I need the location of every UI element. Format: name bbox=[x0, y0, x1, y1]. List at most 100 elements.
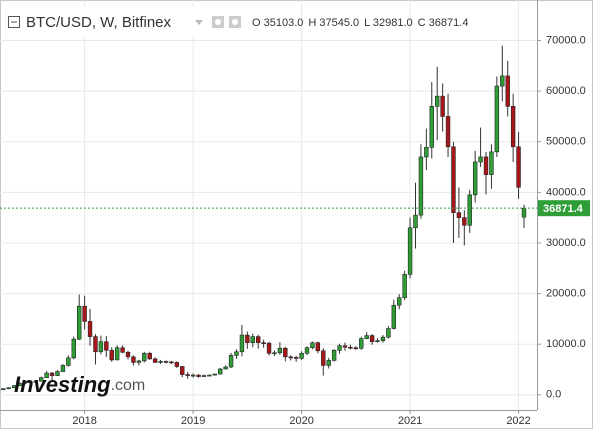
candle-body bbox=[516, 146, 521, 188]
candle-body bbox=[424, 146, 429, 158]
candle-body bbox=[348, 346, 353, 349]
candle-body bbox=[104, 341, 109, 351]
candle-body bbox=[462, 217, 467, 226]
candle-body bbox=[174, 362, 180, 367]
y-tick-label: 60000.0 bbox=[546, 85, 586, 97]
candle-body bbox=[500, 75, 505, 87]
candle-body bbox=[505, 75, 510, 107]
candles bbox=[0, 45, 537, 391]
candle-body bbox=[467, 194, 472, 226]
candle-body bbox=[353, 347, 359, 350]
candle-body bbox=[71, 338, 76, 359]
candle-body bbox=[478, 156, 483, 163]
candle-body bbox=[494, 85, 500, 153]
candle-body bbox=[380, 336, 386, 341]
candle-body bbox=[413, 214, 418, 229]
candle-body bbox=[255, 336, 261, 343]
candle-body bbox=[6, 387, 11, 390]
y-tick-label: 0.0 bbox=[546, 389, 561, 401]
x-tick-label: 2019 bbox=[181, 415, 205, 427]
candle-body bbox=[310, 342, 315, 349]
candle-body bbox=[315, 342, 321, 352]
header-bg bbox=[2, 7, 250, 37]
candle-body bbox=[440, 95, 445, 117]
candle-body bbox=[359, 338, 364, 349]
ohlc-value: H 37545.0 bbox=[308, 17, 359, 29]
candle-body bbox=[288, 356, 293, 359]
chart-title: BTC/USD, W, Bitfinex bbox=[26, 14, 172, 31]
candle-body bbox=[142, 353, 147, 362]
candle-body bbox=[429, 105, 434, 148]
x-tick-label: 2020 bbox=[289, 415, 313, 427]
candle-body bbox=[82, 305, 87, 322]
candle-body bbox=[283, 347, 288, 358]
y-tick-label: 70000.0 bbox=[546, 34, 586, 46]
candle-body bbox=[158, 361, 163, 363]
candle-body bbox=[152, 358, 158, 363]
candle-body bbox=[326, 360, 331, 366]
axes: 0.0 10000.0 20000.0 30000.0 40000.0 50000.0 60… bbox=[72, 34, 590, 427]
candle-body bbox=[120, 347, 125, 353]
candle-body bbox=[60, 365, 66, 372]
candle-body bbox=[201, 375, 207, 377]
candle-body bbox=[483, 156, 489, 175]
candle-body bbox=[293, 357, 299, 359]
candle-body bbox=[180, 366, 185, 375]
candle-body bbox=[39, 377, 44, 382]
candle-body bbox=[321, 350, 326, 366]
candle-body bbox=[331, 349, 337, 361]
candle-body bbox=[218, 368, 223, 375]
candle-body bbox=[98, 341, 104, 353]
candle-body bbox=[55, 371, 60, 376]
last-price-tag bbox=[538, 200, 590, 217]
candle-body bbox=[17, 382, 22, 387]
candle-body bbox=[190, 374, 196, 377]
candle-body bbox=[337, 345, 342, 351]
candle-body bbox=[266, 342, 272, 354]
candle-body bbox=[22, 381, 28, 384]
candle-body bbox=[93, 336, 98, 353]
candle-body bbox=[510, 105, 516, 148]
candle-body bbox=[196, 374, 201, 377]
candle-body bbox=[434, 95, 440, 107]
settings-icon-dot bbox=[215, 19, 221, 25]
x-tick-label: 2021 bbox=[398, 415, 422, 427]
candle-body bbox=[445, 116, 451, 148]
candle-body bbox=[261, 342, 266, 344]
x-tick-label: 2022 bbox=[506, 415, 530, 427]
ohlc-value: L 32981.0 bbox=[364, 17, 413, 29]
y-tick-label: 50000.0 bbox=[546, 136, 586, 148]
candle-body bbox=[364, 335, 369, 339]
ohlc-header: O 35103.0 H 37545.0 L 32981.0 C 36871.4 bbox=[252, 17, 468, 29]
candle-body bbox=[397, 297, 402, 306]
candle-body bbox=[223, 366, 228, 370]
candle-body bbox=[277, 347, 283, 354]
candle-body bbox=[272, 352, 277, 355]
candle-body bbox=[299, 353, 304, 359]
candle-body bbox=[451, 146, 456, 213]
candle-body bbox=[386, 328, 391, 338]
candle-body bbox=[11, 385, 17, 389]
candle-body bbox=[407, 227, 413, 275]
x-tick-label: 2018 bbox=[72, 415, 96, 427]
grid bbox=[0, 0, 537, 410]
candle-body bbox=[228, 355, 234, 368]
candle-body bbox=[109, 349, 114, 361]
candle-body bbox=[44, 372, 49, 378]
candle-body bbox=[87, 321, 93, 337]
candle-body bbox=[163, 361, 169, 363]
candle-body bbox=[250, 336, 255, 343]
candle-body bbox=[147, 353, 152, 360]
y-tick-label: 30000.0 bbox=[546, 237, 586, 249]
dropdown[interactable] bbox=[195, 20, 203, 25]
watermark: Investing.com bbox=[14, 372, 145, 397]
ohlc-value: O 35103.0 bbox=[252, 17, 303, 29]
candle-body bbox=[342, 345, 348, 348]
candle-body bbox=[28, 381, 33, 383]
watermark-suffix: .com bbox=[111, 377, 146, 394]
candle-body bbox=[375, 340, 380, 342]
y-tick-label: 20000.0 bbox=[546, 287, 586, 299]
candle-body bbox=[212, 373, 217, 376]
